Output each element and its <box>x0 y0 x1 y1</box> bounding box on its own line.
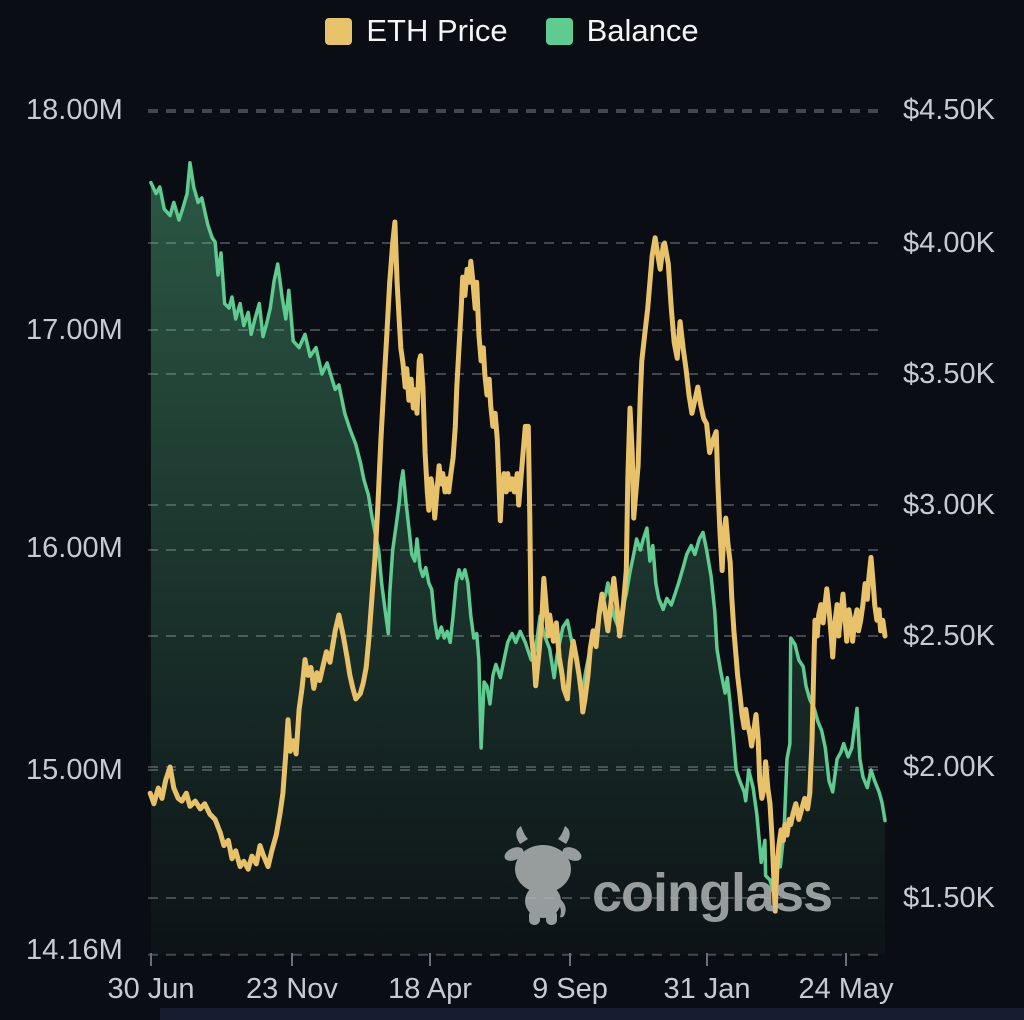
right-axis-tick-450: $4.50K <box>903 94 995 126</box>
x-axis-tick-31jan: 31 Jan <box>663 973 751 1005</box>
eth-price-line <box>147 219 888 914</box>
x-axis-tick-23nov: 23 Nov <box>246 973 338 1005</box>
right-axis-tick-400: $4.00K <box>903 227 995 259</box>
balance-line <box>149 161 887 893</box>
left-axis-tick-17m: 17.00M <box>26 314 123 346</box>
legend-item-balance[interactable]: Balance <box>545 13 699 49</box>
x-axis-tick-18apr: 18 Apr <box>388 973 472 1005</box>
chart-legend: ETH Price Balance <box>0 13 1024 49</box>
right-axis-tick-200: $2.00K <box>903 751 995 783</box>
x-axis-tick-30jun: 30 Jun <box>107 973 195 1005</box>
coinglass-wordmark: coinglass <box>592 863 832 923</box>
left-axis-tick-16m: 16.00M <box>26 532 123 564</box>
left-axis-tick-18m: 18.00M <box>26 94 123 126</box>
balance-series-swatch-icon <box>545 17 573 45</box>
x-axis-tick-9sep: 9 Sep <box>532 973 608 1005</box>
series-lines <box>147 161 888 955</box>
coinglass-watermark: coinglass <box>504 826 833 925</box>
legend-item-eth-price[interactable]: ETH Price <box>325 13 508 49</box>
coinglass-bull-icon <box>504 826 582 925</box>
x-axis-tick-24may: 24 May <box>798 973 894 1005</box>
right-axis-tick-300: $3.00K <box>903 489 995 521</box>
eth-price-series-swatch-icon <box>325 17 353 45</box>
legend-label-eth-price: ETH Price <box>366 13 508 48</box>
right-axis-tick-350: $3.50K <box>903 358 995 390</box>
left-axis-tick-min: 14.16M <box>26 934 123 966</box>
left-axis-tick-15m: 15.00M <box>26 754 123 786</box>
legend-label-balance: Balance <box>586 13 699 48</box>
x-axis-tick-marks <box>150 953 847 966</box>
right-axis-tick-250: $2.50K <box>903 620 995 652</box>
right-axis-tick-150: $1.50K <box>903 882 995 914</box>
balance-area <box>150 162 885 955</box>
bottom-scroll-strip[interactable] <box>160 1008 1024 1020</box>
